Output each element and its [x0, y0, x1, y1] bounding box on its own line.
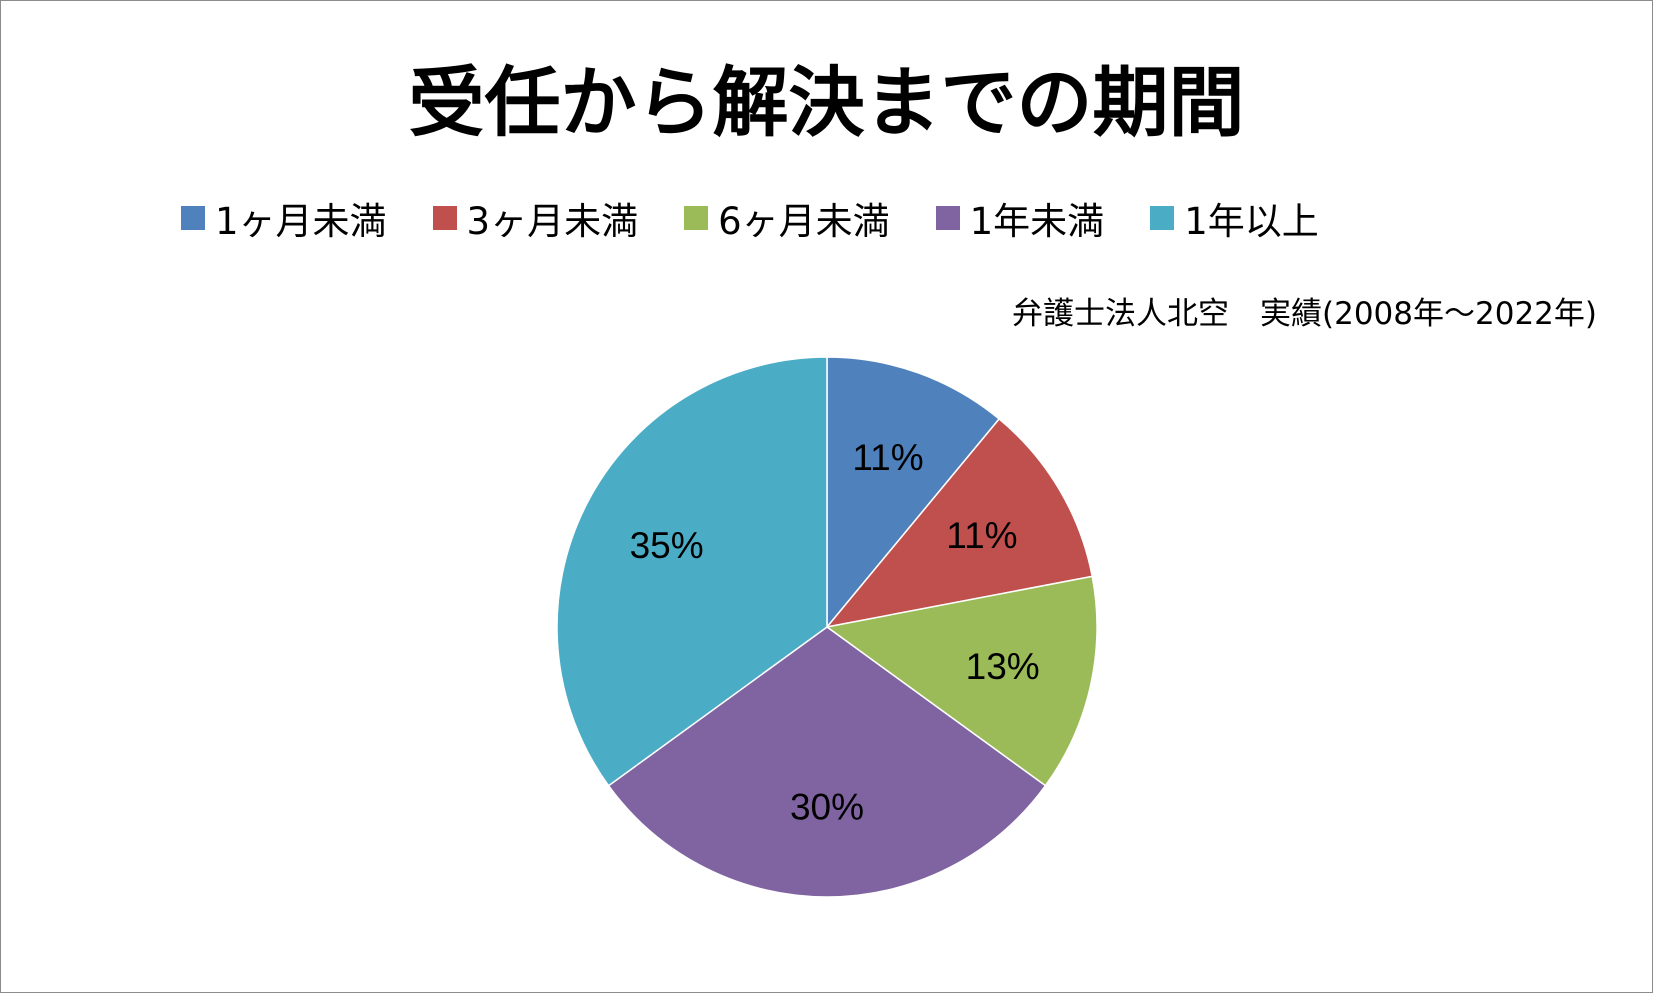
- data-label: 35%: [630, 525, 704, 566]
- legend-label: 1ヶ月未満: [215, 200, 387, 243]
- legend-swatch: [684, 206, 709, 230]
- data-label: 11%: [852, 437, 923, 478]
- legend-swatch: [181, 206, 205, 230]
- legend-swatch: [935, 206, 960, 230]
- chart-title: 受任から解決までの期間: [408, 58, 1245, 147]
- data-label: 11%: [946, 515, 1017, 556]
- data-label: 13%: [966, 646, 1040, 687]
- pie-slice: [607, 626, 1047, 898]
- legend-label: 3ヶ月未満: [466, 200, 639, 243]
- legend: 1ヶ月未満 3ヶ月未満 6ヶ月未満 1年未満 1年以上: [181, 191, 1365, 245]
- legend-item: 1ヶ月未満: [181, 191, 387, 245]
- legend-item: 1年未満: [935, 191, 1105, 245]
- legend-label: 1年以上: [1184, 200, 1319, 243]
- pie-slice: [826, 356, 1001, 630]
- legend-label: 6ヶ月未満: [718, 200, 890, 243]
- pie-slice: [556, 356, 828, 787]
- legend-swatch: [1150, 206, 1175, 230]
- legend-label: 1年未満: [969, 200, 1105, 243]
- chart-subtitle: 弁護士法人北空 実績(2008年～2022年): [1012, 296, 1597, 332]
- pie-slice: [825, 575, 1098, 787]
- pie-slice: [825, 417, 1094, 629]
- legend-item: 1年以上: [1150, 191, 1319, 245]
- data-label: 30%: [790, 787, 864, 828]
- legend-item: 3ヶ月未満: [432, 191, 639, 245]
- legend-swatch: [432, 206, 457, 230]
- legend-item: 6ヶ月未満: [684, 191, 890, 245]
